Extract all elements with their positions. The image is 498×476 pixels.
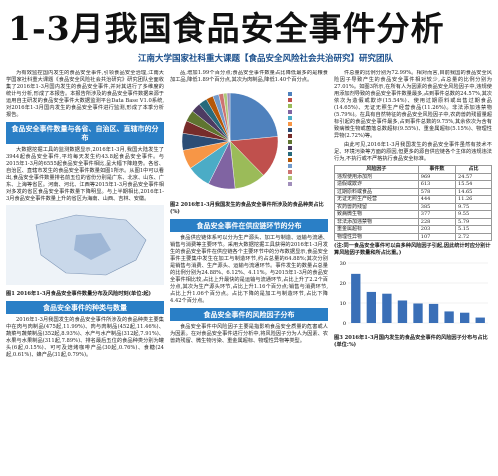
legend-swatch: [288, 164, 292, 168]
table-cell: 占比: [455, 165, 492, 174]
table-cell: 385: [417, 202, 457, 211]
column-middle: 品,增加1.99个百分点;食品安全事件数量占比降低最多的是粮食加工品,降低1.8…: [170, 70, 328, 470]
legend-swatch: [288, 176, 292, 180]
subtitle: 江南大学国家社科重大课题【食品安全风险社会共治研究】研究团队: [138, 54, 394, 64]
column-right: 件总量的比例分别为72.99%。相对而言,目前我国的食品安全风险因子导致产生的食…: [334, 70, 492, 470]
paragraph: 2016年1-3月我国发生的食品安全事件所涉及的食品种类主要集中在肉与肉制品(4…: [6, 317, 164, 358]
legend-swatch: [288, 128, 292, 132]
table-cell: 444: [417, 195, 457, 204]
bar: [366, 291, 376, 323]
y-tick-label: 30: [340, 261, 346, 267]
section-heading: 食品安全事件数量与各省、自治区、直辖市的分布: [6, 122, 164, 144]
table-cell: 过期原料或食品: [334, 187, 419, 196]
table-note: (注:同一食品安全事件可以由多种风险因子引起,因此统计时应分别计算风险因子数量和…: [334, 243, 491, 256]
pie-slice: [226, 92, 231, 142]
bar: [413, 303, 423, 323]
table-cell: 风险因子: [334, 165, 419, 174]
pie-chart: [181, 92, 292, 190]
table-row: 过期原料或食品 578 14.65: [334, 187, 492, 196]
y-tick-label: 20: [340, 281, 346, 287]
column-left: 为有效监控国内发生的食品安全事件,引领食品安全治理,江南大学国家社科重大课题《食…: [6, 70, 164, 470]
table-cell: 非法添加违禁物: [334, 217, 419, 226]
legend-swatch: [288, 116, 292, 120]
pie-slice: [229, 92, 279, 142]
table: 风险因子 事件数 占比 违规使用添加剂 969 24.57 造假或欺诈 613 15.54 过期原…: [334, 165, 492, 241]
table-cell: 造假或欺诈: [334, 180, 419, 189]
table-cell: 228: [417, 217, 457, 226]
table-row: 重金属超标 203 5.15: [334, 225, 492, 234]
table-row: 无证无照生产经营 444 11.26: [334, 195, 492, 204]
figure-caption: 图3 2016年1-3月国内发生的食品安全事件的风险因子分布与占比(单位:%): [334, 335, 488, 348]
bar: [475, 317, 485, 323]
paragraph: 品,增加1.99个百分点;食品安全事件数量占比降低最多的是粮食加工品,降低1.8…: [170, 70, 328, 83]
table-row: 致病微生物 377 9.55: [334, 210, 492, 219]
table-cell: 重金属超标: [334, 225, 419, 234]
table-cell: 613: [417, 180, 457, 189]
table-row: 违规使用添加剂 969 24.57: [334, 172, 492, 181]
legend-swatch: [288, 152, 292, 156]
paragraph: 由此可见,2016年1-3月我国发生的食品安全事件虽然有技术不足、环境污染等方面…: [334, 142, 492, 162]
table-cell: 无证无照生产经营: [334, 195, 419, 204]
table-cell: 578: [417, 187, 457, 196]
map: [6, 205, 164, 285]
table-row: 非法添加违禁物 228 5.79: [334, 217, 492, 226]
table-row: 风险因子 事件数 占比: [334, 165, 492, 174]
bar: [397, 300, 408, 323]
legend-swatch: [288, 104, 292, 108]
paragraph: 食品安全事件中风险因子主要是指影响食品安全质量的危害或人为因素。在对食品安全事件…: [170, 324, 328, 344]
paragraph: 件总量的比例分别为72.99%。相对而言,目前我国的食品安全风险因子导致产生的食…: [334, 70, 492, 139]
table-cell: 9.75: [455, 202, 492, 211]
table-cell: 事件数: [417, 165, 457, 174]
legend-swatch: [288, 140, 292, 144]
table-cell: 5.79: [455, 217, 492, 226]
table-cell: 969: [417, 172, 457, 181]
table-cell: 2.72: [455, 232, 492, 241]
legend-swatch: [288, 134, 292, 138]
legend-swatch: [288, 182, 292, 186]
y-tick-label: 10: [340, 301, 346, 307]
bar: [428, 303, 439, 323]
table-cell: 377: [417, 210, 457, 219]
bar-chart: 0 10 20 30: [340, 261, 488, 327]
legend-swatch: [288, 170, 292, 174]
table-row: 物理性异物 107 2.72: [334, 232, 492, 241]
legend-swatch: [288, 110, 292, 114]
figure-caption: 图1 2016年1-3月食品安全事件数量分布及风险时刻(单位:起): [6, 291, 151, 297]
table-cell: 9.55: [455, 210, 492, 219]
legend-swatch: [288, 122, 292, 126]
table-cell: 107: [417, 232, 457, 241]
legend-swatch: [288, 146, 292, 150]
table-cell: 农药兽药残留: [334, 202, 419, 211]
table-cell: 24.57: [455, 172, 492, 181]
table-cell: 15.54: [455, 180, 492, 189]
legend-swatch: [288, 158, 292, 162]
section-heading: 食品安全事件的风险因子分布: [170, 308, 328, 321]
paragraph: 为有效监控国内发生的食品安全事件,引领食品安全治理,江南大学国家社科重大课题《食…: [6, 70, 164, 118]
title: 1-3月我国食品安全事件分析: [8, 9, 445, 48]
section-heading: 食品安全事件在供应链环节的分布: [170, 219, 328, 232]
y-tick-label: 0: [343, 321, 346, 327]
table-cell: 物理性异物: [334, 232, 419, 241]
paragraph: 食品供应链体系可以分为生产源头、加工与制造、运输与流通、销售与消费等主要环节。采…: [170, 235, 328, 304]
bar: [444, 311, 454, 323]
figure-caption: 图2 2016年1-3月我国发生的食品安全事件所涉及的食品种类占比(%): [170, 202, 324, 215]
bar: [382, 293, 392, 323]
table-cell: 违规使用添加剂: [334, 172, 419, 181]
table-cell: 203: [417, 225, 457, 234]
section-heading: 食品安全事件的种类与数量: [6, 301, 164, 314]
bar: [460, 312, 470, 323]
paragraph: 大数据挖掘工具的监测数据显示,2016年1-3月,我国大陆发生了3944起食品安…: [6, 147, 164, 202]
table-cell: 5.15: [455, 225, 492, 234]
legend-swatch: [288, 92, 292, 96]
table-cell: 致病微生物: [334, 210, 419, 219]
bar: [351, 273, 361, 323]
table-cell: 14.65: [455, 187, 492, 196]
legend-swatch: [288, 98, 292, 102]
table-row: 农药兽药残留 385 9.75: [334, 202, 492, 211]
table-cell: 11.26: [455, 195, 492, 204]
table-row: 造假或欺诈 613 15.54: [334, 180, 492, 189]
